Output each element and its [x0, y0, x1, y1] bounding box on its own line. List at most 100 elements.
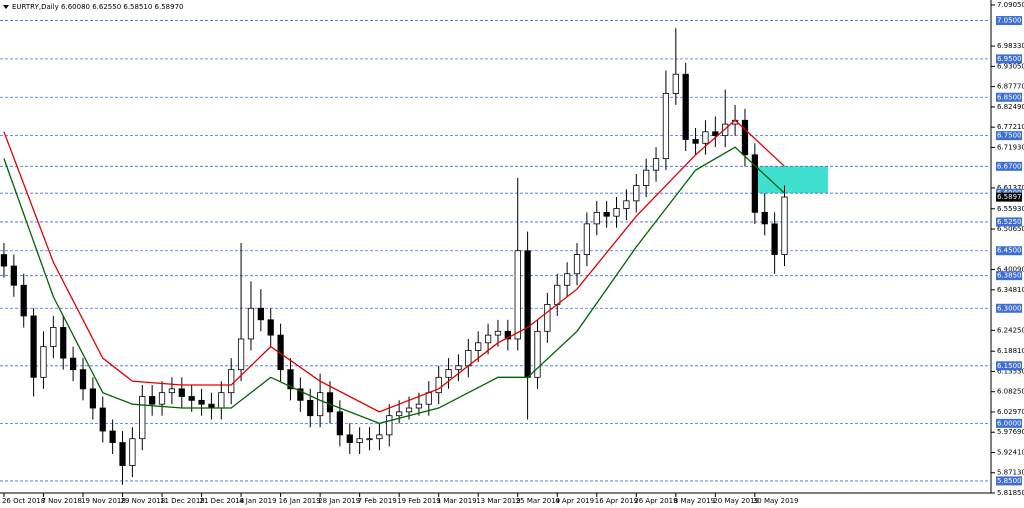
- candle-body: [672, 73, 679, 94]
- x-tick-label: 1 Mar 2019: [437, 497, 477, 505]
- y-tick-label: 6.13530: [997, 367, 1024, 375]
- level-label: 6.67000: [997, 162, 1024, 170]
- candle-body: [534, 330, 541, 378]
- y-tick-label: 6.40090: [997, 266, 1024, 274]
- candle-body: [109, 430, 116, 443]
- level-label-box: [996, 92, 1022, 102]
- candle-body: [287, 369, 294, 390]
- moving-average: [3, 146, 785, 425]
- level-label: 6.00000: [997, 419, 1024, 427]
- candle-body: [415, 403, 423, 409]
- candle-body: [445, 369, 452, 378]
- y-tick-label: 6.93050: [997, 62, 1024, 70]
- y-tick-label: 5.87130: [997, 469, 1024, 477]
- candle-body: [79, 369, 87, 390]
- candle-body: [603, 211, 610, 217]
- candle-body: [524, 250, 531, 378]
- level-label: 6.75000: [997, 132, 1024, 140]
- x-tick-label: 16 Jan 2019: [279, 497, 321, 505]
- x-tick-label: 20 May 2019: [713, 497, 759, 505]
- level-label: 6.85000: [997, 93, 1024, 101]
- level-label-box: [996, 271, 1022, 281]
- candle-body: [662, 93, 670, 160]
- moving-average: [3, 119, 785, 413]
- candle-body: [10, 265, 17, 286]
- x-tick-label: 30 May 2019: [753, 497, 799, 505]
- candle-body: [652, 158, 660, 171]
- x-tick-label: 29 Nov 2018: [121, 497, 166, 505]
- candle-body: [623, 200, 630, 209]
- candle-body: [30, 315, 37, 378]
- x-tick-label: 13 Mar 2019: [476, 497, 520, 505]
- y-tick-label: 6.77210: [997, 123, 1024, 131]
- candle-body: [50, 327, 57, 348]
- candle-body: [198, 399, 205, 405]
- x-tick-label: 25 Mar 2019: [516, 497, 560, 505]
- x-tick-label: 4 Apr 2019: [555, 497, 594, 505]
- y-tick-label: 6.87770: [997, 83, 1024, 91]
- candle-body: [484, 334, 492, 344]
- candle-body: [633, 185, 640, 202]
- candle-body: [149, 396, 156, 405]
- candle-body: [336, 411, 343, 436]
- candle-body: [583, 223, 591, 255]
- level-label-box: [996, 131, 1022, 141]
- level-label: 5.85000: [997, 477, 1024, 485]
- candle-body: [573, 254, 581, 275]
- candle-body: [0, 254, 8, 267]
- candle-body: [475, 342, 482, 351]
- candle-body: [267, 319, 274, 336]
- candle-body: [455, 365, 462, 371]
- candle-body: [494, 330, 502, 336]
- candle-body: [544, 304, 551, 332]
- candle-body: [564, 273, 571, 286]
- y-tick-label: 6.34810: [997, 286, 1024, 294]
- candle-body: [396, 411, 403, 417]
- level-label: 6.15000: [997, 362, 1024, 370]
- candle-body: [376, 434, 383, 440]
- x-tick-label: 7 Nov 2018: [41, 497, 81, 505]
- x-tick-label: 19 Feb 2019: [397, 497, 441, 505]
- candle-body: [20, 284, 27, 317]
- candle-body: [702, 131, 709, 144]
- candle-body: [722, 123, 729, 137]
- x-tick-label: 26 Oct 2018: [2, 497, 45, 505]
- y-tick-label: 6.71930: [997, 143, 1024, 151]
- level-label: 7.05000: [997, 17, 1024, 25]
- y-tick-label: 6.18810: [997, 347, 1024, 355]
- candle-body: [682, 73, 689, 140]
- candle-body: [346, 434, 353, 443]
- y-tick-label: 6.02970: [997, 408, 1024, 416]
- y-tick-label: 6.61370: [997, 184, 1024, 192]
- candle-body: [643, 169, 650, 186]
- x-tick-label: 21 Dec 2018: [200, 497, 245, 505]
- level-label: 6.30000: [997, 304, 1024, 312]
- y-tick-label: 5.97690: [997, 428, 1024, 436]
- y-tick-label: 6.50650: [997, 225, 1024, 233]
- candle-body: [712, 131, 719, 137]
- candle-body: [257, 307, 264, 321]
- candle-body: [119, 442, 126, 466]
- candle-body: [751, 154, 758, 213]
- candle-body: [366, 438, 373, 441]
- candle-body: [781, 196, 788, 255]
- level-label-box: [996, 303, 1022, 313]
- candle-body: [317, 392, 324, 417]
- y-tick-label: 7.09050: [997, 1, 1024, 9]
- candle-body: [435, 376, 442, 394]
- candle-body: [247, 307, 255, 340]
- x-tick-label: 7 Feb 2019: [358, 497, 397, 505]
- x-tick-label: 16 Apr 2019: [595, 497, 638, 505]
- candle-body: [218, 392, 225, 409]
- y-tick-label: 6.98330: [997, 42, 1024, 50]
- x-tick-label: 28 Jan 2019: [318, 497, 360, 505]
- y-tick-label: 6.55930: [997, 205, 1024, 213]
- candle-body: [465, 350, 472, 367]
- candle-body: [178, 388, 185, 397]
- candle-body: [60, 327, 67, 359]
- candle-body: [761, 211, 768, 225]
- candle-body: [504, 330, 511, 340]
- candle-body: [237, 338, 245, 371]
- x-tick-label: 8 May 2019: [674, 497, 715, 505]
